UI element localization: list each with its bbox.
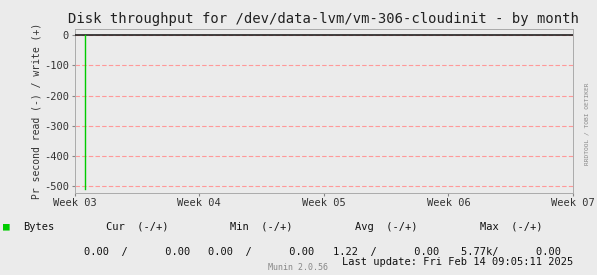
Y-axis label: Pr second read (-) / write (+): Pr second read (-) / write (+) bbox=[31, 23, 41, 199]
Text: 1.22  /      0.00: 1.22 / 0.00 bbox=[333, 247, 439, 257]
Text: Last update: Fri Feb 14 09:05:11 2025: Last update: Fri Feb 14 09:05:11 2025 bbox=[342, 257, 573, 267]
Text: Munin 2.0.56: Munin 2.0.56 bbox=[269, 263, 328, 272]
Text: Bytes: Bytes bbox=[23, 222, 54, 232]
Text: 0.00  /      0.00: 0.00 / 0.00 bbox=[84, 247, 190, 257]
Text: RRDTOOL / TOBI OETIKER: RRDTOOL / TOBI OETIKER bbox=[584, 82, 590, 165]
Text: 5.77k/      0.00: 5.77k/ 0.00 bbox=[461, 247, 561, 257]
Text: Min  (-/+): Min (-/+) bbox=[230, 222, 293, 232]
Text: ■: ■ bbox=[3, 222, 10, 232]
Text: Avg  (-/+): Avg (-/+) bbox=[355, 222, 417, 232]
Text: Cur  (-/+): Cur (-/+) bbox=[106, 222, 168, 232]
Text: 0.00  /      0.00: 0.00 / 0.00 bbox=[208, 247, 315, 257]
Title: Disk throughput for /dev/data-lvm/vm-306-cloudinit - by month: Disk throughput for /dev/data-lvm/vm-306… bbox=[69, 12, 579, 26]
Text: Max  (-/+): Max (-/+) bbox=[479, 222, 542, 232]
